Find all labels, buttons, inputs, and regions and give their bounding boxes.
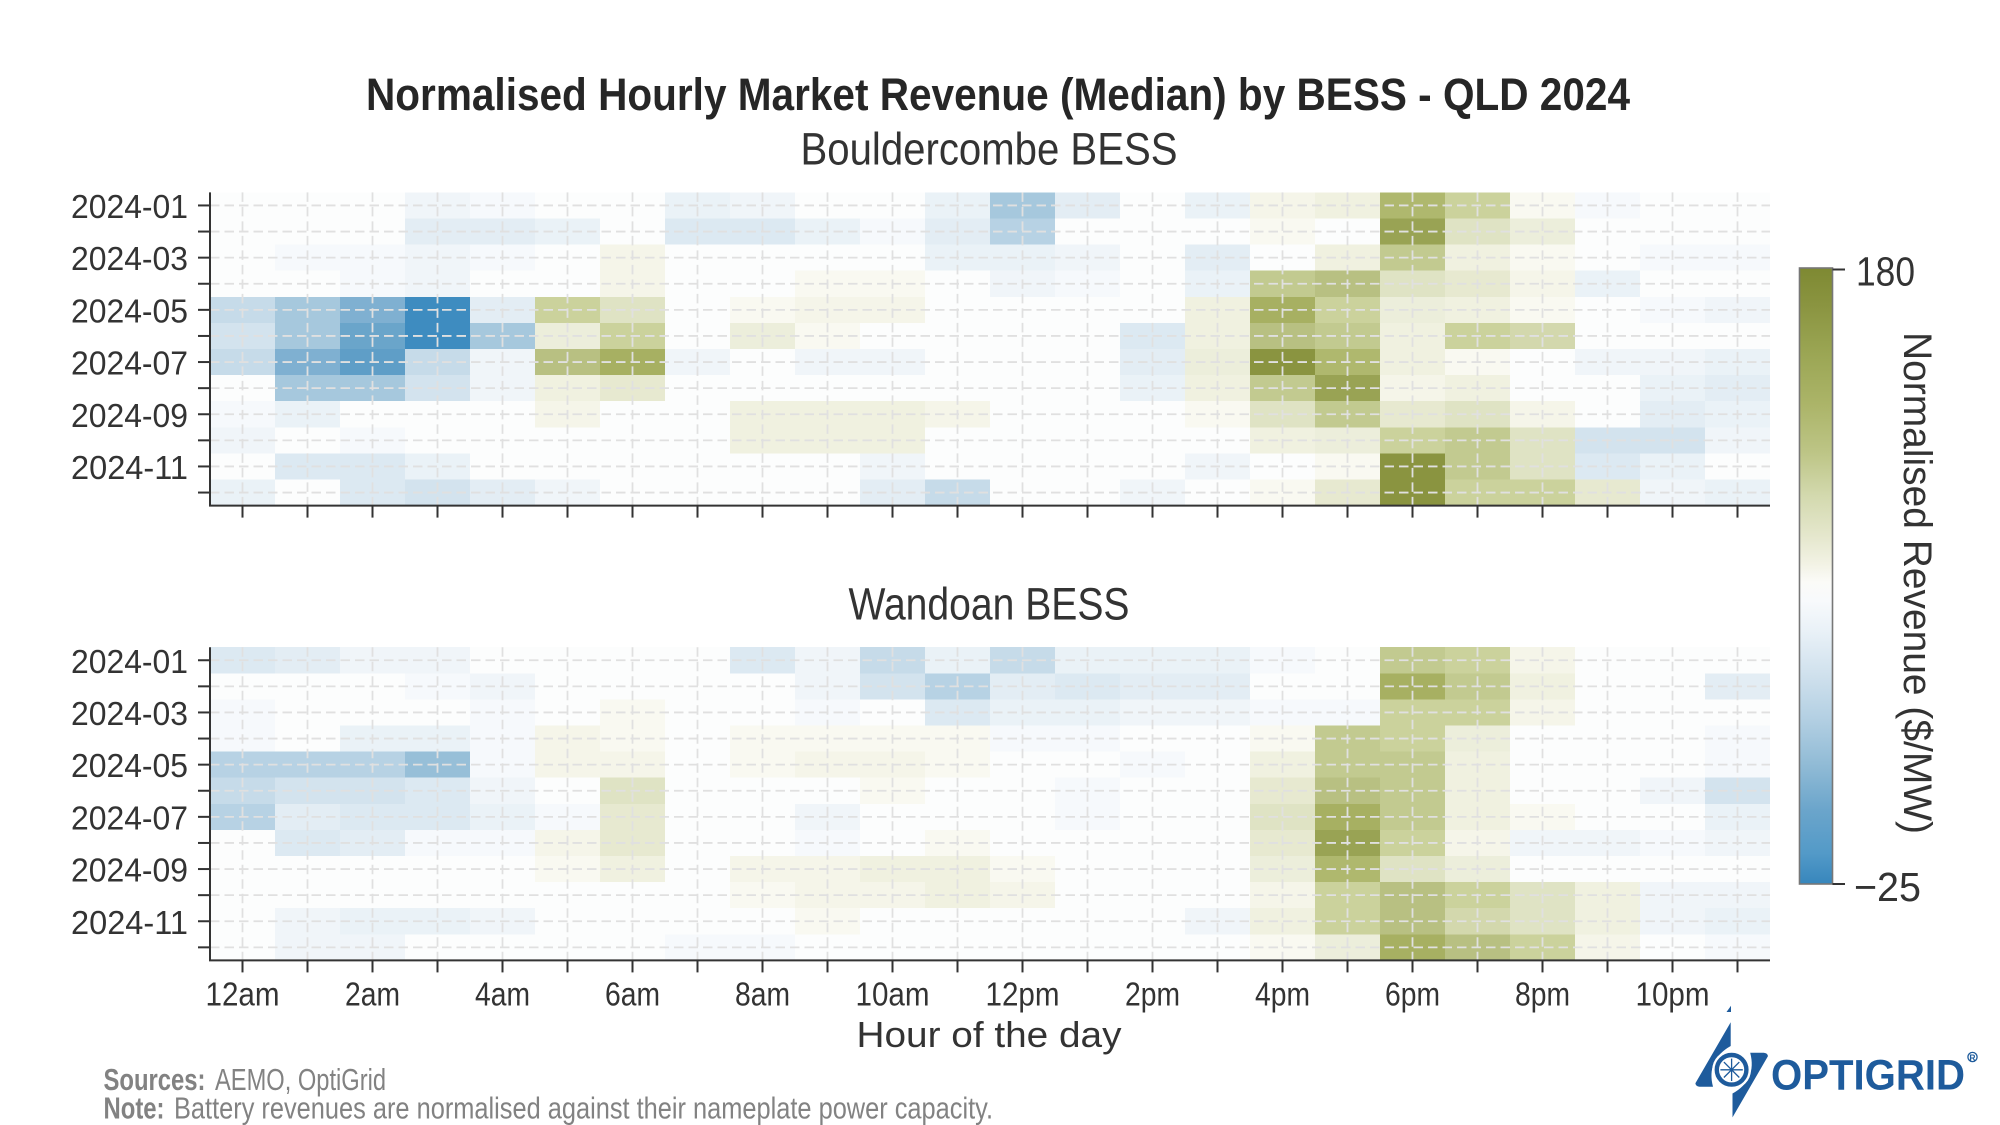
svg-text:Normalised Hourly Market Reven: Normalised Hourly Market Revenue (Median…: [366, 69, 1630, 120]
svg-text:AEMO, OptiGrid: AEMO, OptiGrid: [215, 1062, 386, 1097]
svg-text:4pm: 4pm: [1255, 976, 1310, 1013]
svg-text:2024-07: 2024-07: [71, 345, 188, 382]
svg-text:Normalised Revenue ($/MW): Normalised Revenue ($/MW): [1895, 332, 1939, 834]
svg-text:12pm: 12pm: [986, 976, 1060, 1013]
svg-text:10pm: 10pm: [1636, 976, 1710, 1013]
svg-text:2024-03: 2024-03: [71, 240, 188, 277]
svg-text:2pm: 2pm: [1125, 976, 1180, 1013]
svg-text:−25: −25: [1854, 864, 1921, 910]
svg-text:2024-11: 2024-11: [71, 904, 188, 941]
svg-text:6am: 6am: [605, 976, 660, 1013]
svg-text:2024-01: 2024-01: [71, 643, 188, 680]
svg-text:Note:: Note:: [104, 1091, 165, 1125]
svg-text:2024-09: 2024-09: [71, 397, 188, 434]
svg-text:Wandoan BESS: Wandoan BESS: [849, 579, 1130, 630]
svg-text:180: 180: [1856, 249, 1915, 295]
svg-text:2024-01: 2024-01: [71, 188, 188, 225]
svg-text:OPTIGRID: OPTIGRID: [1771, 1052, 1965, 1100]
svg-text:10am: 10am: [856, 976, 930, 1013]
svg-text:8pm: 8pm: [1515, 976, 1570, 1013]
svg-text:Bouldercombe BESS: Bouldercombe BESS: [801, 124, 1178, 175]
svg-text:8am: 8am: [735, 976, 790, 1013]
svg-text:2024-07: 2024-07: [71, 799, 188, 836]
svg-text:12am: 12am: [206, 976, 280, 1013]
svg-text:2024-11: 2024-11: [71, 449, 188, 486]
svg-text:2024-05: 2024-05: [71, 292, 188, 329]
svg-text:Battery revenues are normalise: Battery revenues are normalised against …: [174, 1091, 993, 1125]
svg-text:4am: 4am: [475, 976, 530, 1013]
svg-text:2024-09: 2024-09: [71, 852, 188, 889]
svg-text:2024-05: 2024-05: [71, 747, 188, 784]
svg-text:Sources:: Sources:: [104, 1062, 206, 1097]
svg-text:6pm: 6pm: [1385, 976, 1440, 1013]
svg-text:Hour of the day: Hour of the day: [857, 1014, 1122, 1055]
svg-text:2024-03: 2024-03: [71, 695, 188, 732]
svg-text:R: R: [1969, 1052, 1975, 1062]
svg-text:2am: 2am: [345, 976, 400, 1013]
